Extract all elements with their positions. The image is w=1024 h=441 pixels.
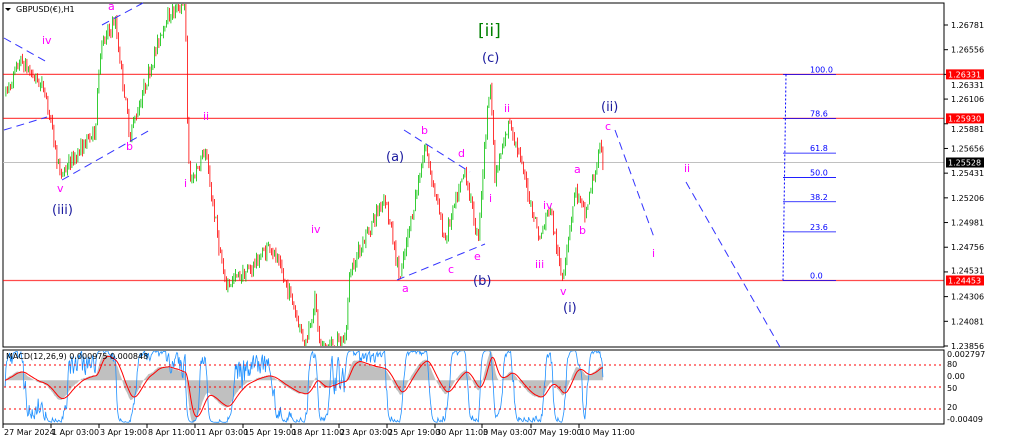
- wave-label: c: [448, 263, 454, 276]
- x-tick-label: 27 Mar 2024: [4, 428, 55, 437]
- indicator-axis-label: -0.00409: [947, 415, 983, 424]
- collapse-arrow-icon[interactable]: [5, 8, 11, 11]
- wave-label: (c): [482, 51, 499, 66]
- indicator-axis-label: 80: [947, 360, 957, 369]
- symbol-title: GBPUSD(€),H1: [16, 5, 75, 14]
- wave-label: a: [108, 0, 115, 13]
- wave-label: (ii): [601, 100, 618, 115]
- y-tick-label: 1.26106: [951, 95, 984, 104]
- price-level-tag: [946, 275, 984, 286]
- y-tick-label: 1.26556: [951, 46, 984, 55]
- price-pane[interactable]: [2, 2, 945, 348]
- fib-level-label: 23.6: [810, 223, 828, 232]
- price-level-label: 1.25930: [948, 114, 981, 123]
- x-tick-label: 11 Apr 03:00: [196, 428, 248, 437]
- wave-label: iv: [311, 223, 321, 236]
- current-price-tag: [946, 157, 984, 168]
- oscillator-line: [4, 351, 604, 423]
- wave-label: i: [184, 177, 187, 190]
- wave-label: e: [474, 250, 481, 263]
- trendline: [403, 129, 471, 173]
- y-tick-label: 1.25881: [951, 125, 984, 134]
- x-tick-label: 25 Apr 19:00: [388, 428, 440, 437]
- wave-label: iii: [535, 258, 544, 271]
- indicator-axis-label: 0.00: [947, 372, 965, 381]
- wave-label: v: [57, 182, 64, 195]
- macd-indicator: [4, 351, 943, 423]
- signal-line: [5, 355, 603, 418]
- fib-level-label: 78.6: [810, 109, 828, 118]
- projection-line: [614, 129, 656, 241]
- wave-label: (iii): [52, 203, 73, 218]
- wave-label: a: [574, 163, 581, 176]
- wave-label: c: [605, 120, 611, 133]
- wave-label: ii: [203, 110, 209, 123]
- price-level-label: 1.26331: [948, 70, 981, 79]
- trendline: [61, 129, 151, 181]
- trendline: [396, 243, 486, 281]
- projection-line: [685, 181, 781, 348]
- fib-level-label: 0.0: [810, 271, 823, 280]
- y-tick-label: 1.23856: [951, 342, 984, 351]
- price-level-tag: [946, 113, 984, 124]
- y-tick-label: 1.24306: [951, 293, 984, 302]
- wave-label: ii: [684, 162, 690, 175]
- y-tick-label: 1.25206: [951, 194, 984, 203]
- x-tick-label: 10 May 11:00: [580, 428, 635, 437]
- wave-label: (b): [473, 274, 491, 289]
- wave-label: (i): [563, 301, 577, 316]
- fib-level-label: 100.0: [810, 65, 833, 74]
- x-tick-label: 30 Apr 11:00: [436, 428, 488, 437]
- y-tick-label: 1.26781: [951, 21, 984, 30]
- wave-label: (a): [386, 150, 404, 165]
- x-tick-label: 15 Apr 19:00: [244, 428, 296, 437]
- y-tick-label: 1.24981: [951, 219, 984, 228]
- price-level-label: 1.24453: [948, 276, 981, 285]
- trendlines: [3, 2, 781, 348]
- indicator-axis-label: 0.002797: [947, 350, 985, 359]
- y-tick-label: 1.26331: [951, 81, 984, 90]
- wave-label: a: [402, 282, 409, 295]
- x-tick-label: 3 May 03:00: [483, 428, 533, 437]
- price-level-tag: [946, 69, 984, 80]
- candles: [5, 4, 604, 346]
- wave-label: b: [421, 124, 428, 137]
- wave-labels: ivavbiiiivabcdeiiiiviiivabciii(iii)(a)(b…: [42, 0, 690, 316]
- x-tick-label: 3 Apr 19:00: [100, 428, 147, 437]
- fib-level-label: 38.2: [810, 193, 828, 202]
- x-tick-label: 1 Apr 03:00: [52, 428, 99, 437]
- trendline: [3, 37, 48, 63]
- y-tick-label: 1.25656: [951, 144, 984, 153]
- y-tick-label: 1.24081: [951, 317, 984, 326]
- x-tick-label: 23 Apr 03:00: [340, 428, 392, 437]
- wave-label: [ii]: [478, 21, 501, 41]
- wave-label: b: [126, 140, 133, 153]
- trendline: [101, 2, 144, 26]
- indicator-axis-label: 20: [947, 403, 957, 412]
- y-tick-label: 1.24531: [951, 266, 984, 275]
- y-tick-label: 1.24756: [951, 243, 984, 252]
- trendline: [3, 116, 48, 131]
- fib-level-label: 50.0: [810, 168, 828, 177]
- x-tick-label: 8 Apr 11:00: [148, 428, 195, 437]
- wave-label: i: [489, 192, 492, 205]
- fibonacci-retracement[interactable]: 100.0 78.6 61.8 50.0 38.2 23.6 0.0: [782, 65, 836, 281]
- current-price-label: 1.25528: [948, 159, 981, 168]
- wave-label: iv: [543, 199, 553, 212]
- macd-title: MACD(12,26,9) 0.000975 0.000848: [6, 352, 148, 361]
- wave-label: ii: [504, 102, 510, 115]
- wave-label: i: [652, 247, 655, 260]
- x-tick-label: 7 May 19:00: [532, 428, 582, 437]
- wave-label: v: [560, 285, 567, 298]
- price-axis[interactable]: 1.26781 1.26556 1.26331 1.26106 1.25881 1.256…: [943, 3, 985, 424]
- wave-label: b: [579, 224, 586, 237]
- indicator-axis-label: 50: [947, 384, 957, 393]
- y-tick-label: 1.25431: [951, 169, 984, 178]
- wave-label: iv: [42, 34, 52, 47]
- x-tick-label: 18 Apr 11:00: [292, 428, 344, 437]
- wave-label: d: [458, 147, 465, 160]
- fib-level-label: 61.8: [810, 144, 828, 153]
